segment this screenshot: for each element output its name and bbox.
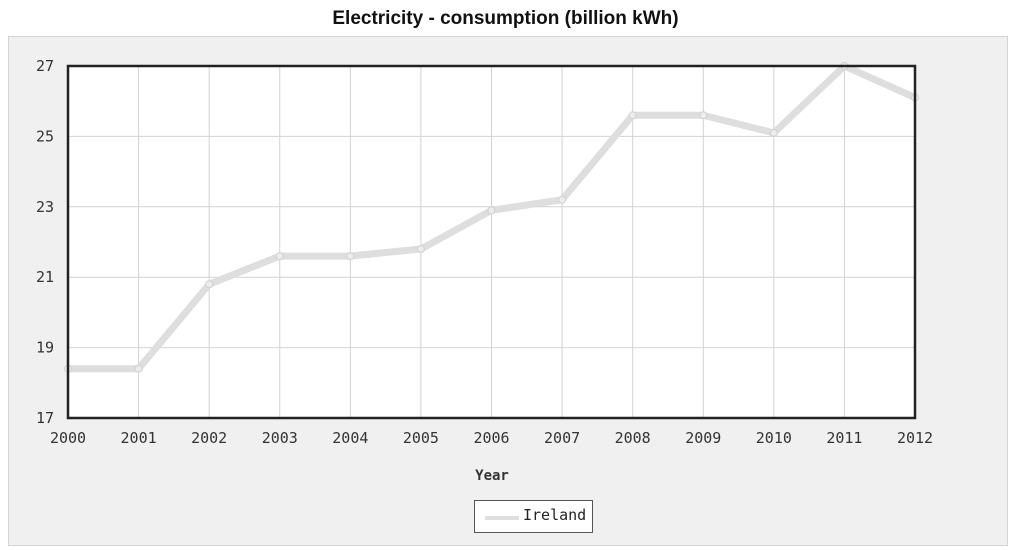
data-point [487,206,496,215]
x-tick-label: 2005 [403,429,439,447]
y-tick-label: 23 [36,198,54,216]
chart-title: Electricity - consumption (billion kWh) [332,8,679,29]
plot-frame [66,64,917,420]
data-point [416,245,425,254]
x-tick-label: 2007 [544,429,580,447]
legend: Ireland [474,500,593,533]
series-layer [64,62,919,373]
y-tick-label: 17 [36,409,54,427]
y-axis-ticks: 17 19 21 23 25 27 [36,57,54,427]
x-tick-label: 2000 [50,429,86,447]
y-tick-label: 21 [36,268,54,286]
x-tick-label: 2009 [685,429,721,447]
legend-swatch [485,516,519,520]
x-tick-label: 2010 [756,429,792,447]
y-tick-label: 27 [36,57,54,75]
y-tick-label: 19 [36,339,54,357]
x-tick-label: 2002 [191,429,227,447]
data-point [205,280,214,289]
data-point [134,364,143,373]
x-tick-label: 2001 [121,429,157,447]
x-tick-label: 2004 [332,429,368,447]
x-tick-label: 2003 [262,429,298,447]
data-point [275,252,284,261]
data-point [699,111,708,120]
legend-label-ireland: Ireland [523,506,587,524]
x-tick-label: 2008 [615,429,651,447]
x-tick-label: 2006 [473,429,509,447]
data-point [769,128,778,137]
data-point [628,111,637,120]
x-axis-ticks: 2000 2001 2002 2003 2004 2005 2006 2007 2008 2009… [50,429,933,447]
x-axis-label: Year [475,468,509,484]
data-point [346,252,355,261]
data-point [558,195,567,204]
x-tick-label: 2012 [897,429,933,447]
x-tick-label: 2011 [826,429,862,447]
y-tick-label: 25 [36,127,54,145]
